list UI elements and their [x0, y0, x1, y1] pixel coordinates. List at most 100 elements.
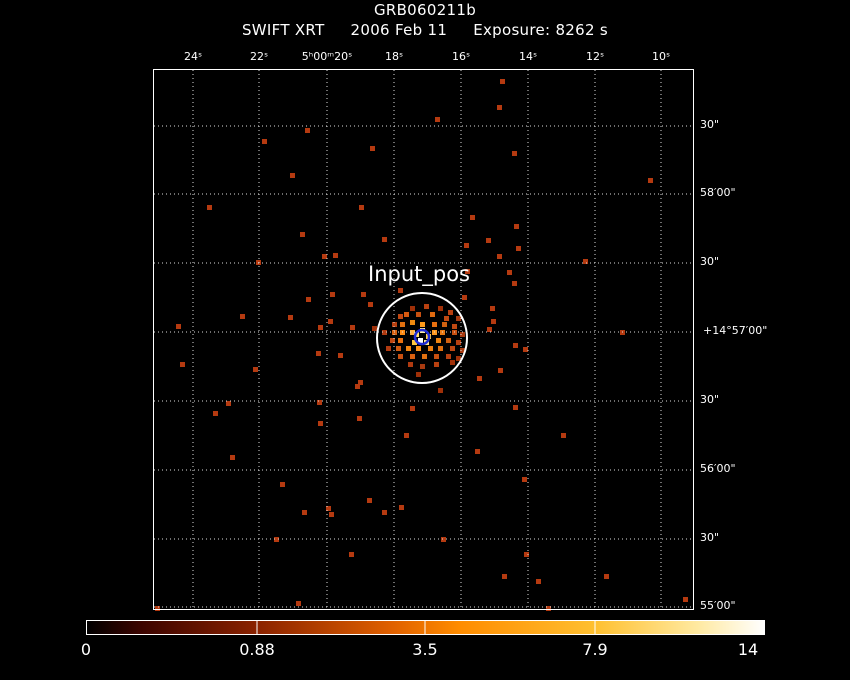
photon-pixel [398, 314, 403, 319]
photon-pixel [450, 346, 455, 351]
photon-pixel [441, 537, 446, 542]
photon-pixel [408, 362, 413, 367]
photon-pixel [432, 322, 437, 327]
photon-pixel [460, 332, 465, 337]
photon-pixel [450, 360, 455, 365]
photon-pixel [497, 105, 502, 110]
photon-pixel [435, 117, 440, 122]
photon-pixel [487, 327, 492, 332]
photon-pixel [536, 579, 541, 584]
photon-pixel [290, 173, 295, 178]
dec-tick-label: 30" [700, 118, 720, 131]
dec-tick-label: 58′00" [700, 186, 736, 199]
photon-pixel [420, 322, 425, 327]
centroid-marker [413, 328, 431, 346]
photon-pixel [434, 362, 439, 367]
photon-pixel [490, 306, 495, 311]
photon-pixel [253, 367, 258, 372]
photon-pixel [418, 338, 423, 343]
ra-tick-label: 22ˢ [249, 50, 269, 63]
photon-pixel [349, 552, 354, 557]
photon-pixel [438, 346, 443, 351]
photon-pixel [404, 433, 409, 438]
photon-pixel [486, 238, 491, 243]
photon-pixel [416, 312, 421, 317]
photon-pixel [180, 362, 185, 367]
photon-pixel [604, 574, 609, 579]
photon-pixel [262, 139, 267, 144]
photon-pixel [460, 348, 465, 353]
photon-pixel [475, 449, 480, 454]
photon-pixel [318, 421, 323, 426]
photon-pixel [382, 237, 387, 242]
photon-pixel [240, 314, 245, 319]
colorbar-label: 0 [80, 640, 92, 659]
photon-pixel [390, 338, 395, 343]
photon-pixel [396, 346, 401, 351]
photon-pixel [410, 320, 415, 325]
photon-pixel [546, 606, 551, 611]
photon-pixel [412, 340, 417, 345]
ra-tick-label: 16ˢ [451, 50, 471, 63]
photon-pixel [512, 151, 517, 156]
photon-pixel [523, 347, 528, 352]
photon-pixel [446, 354, 451, 359]
instrument-label: SWIFT XRT [241, 21, 325, 39]
photon-pixel [355, 384, 360, 389]
photon-pixel [288, 315, 293, 320]
photon-pixel [498, 368, 503, 373]
photon-pixel [226, 401, 231, 406]
photon-pixel [322, 254, 327, 259]
photon-pixel [465, 269, 470, 274]
photon-pixel [302, 510, 307, 515]
photon-pixel [513, 343, 518, 348]
photon-pixel [444, 316, 449, 321]
photon-pixel [358, 380, 363, 385]
photon-pixel [522, 477, 527, 482]
photon-pixel [524, 552, 529, 557]
photon-pixel [561, 433, 566, 438]
photon-pixel [416, 346, 421, 351]
photon-pixel [370, 146, 375, 151]
photon-pixel [368, 302, 373, 307]
dec-tick-label: 56′00" [700, 462, 736, 475]
photon-pixel [491, 319, 496, 324]
photon-pixel [296, 601, 301, 606]
photon-pixel [326, 506, 331, 511]
photon-pixel [328, 319, 333, 324]
dec-tick-label: 30" [700, 531, 720, 544]
plot-subtitle: SWIFT XRT 2006 Feb 11 Exposure: 8262 s [0, 21, 850, 39]
photon-pixel [516, 246, 521, 251]
photon-pixel [434, 354, 439, 359]
photon-pixel [436, 338, 441, 343]
input-pos-label: Input_pos [368, 262, 470, 287]
photon-pixel [318, 325, 323, 330]
photon-pixel [422, 354, 427, 359]
photon-pixel [176, 324, 181, 329]
photon-pixel [359, 205, 364, 210]
photon-pixel [648, 178, 653, 183]
ra-tick-label: 12ˢ [585, 50, 605, 63]
photon-pixel [430, 312, 435, 317]
photon-pixel [456, 340, 461, 345]
photon-pixel [398, 288, 403, 293]
photon-pixel [446, 338, 451, 343]
photon-pixel [357, 416, 362, 421]
photon-pixel [438, 388, 443, 393]
photon-pixel [372, 326, 377, 331]
photon-pixel [213, 411, 218, 416]
plot-title: GRB060211b [373, 1, 477, 19]
photon-pixel [456, 356, 461, 361]
ra-tick-label: 24ˢ [183, 50, 203, 63]
photon-pixel [497, 254, 502, 259]
photon-pixel [329, 512, 334, 517]
photon-pixel [452, 324, 457, 329]
photon-pixel [416, 372, 421, 377]
photon-pixel [386, 346, 391, 351]
photon-pixel [683, 597, 688, 602]
exposure-label: Exposure: 8262 s [473, 21, 609, 39]
photon-pixel [400, 322, 405, 327]
photon-pixel [330, 292, 335, 297]
photon-pixel [306, 297, 311, 302]
